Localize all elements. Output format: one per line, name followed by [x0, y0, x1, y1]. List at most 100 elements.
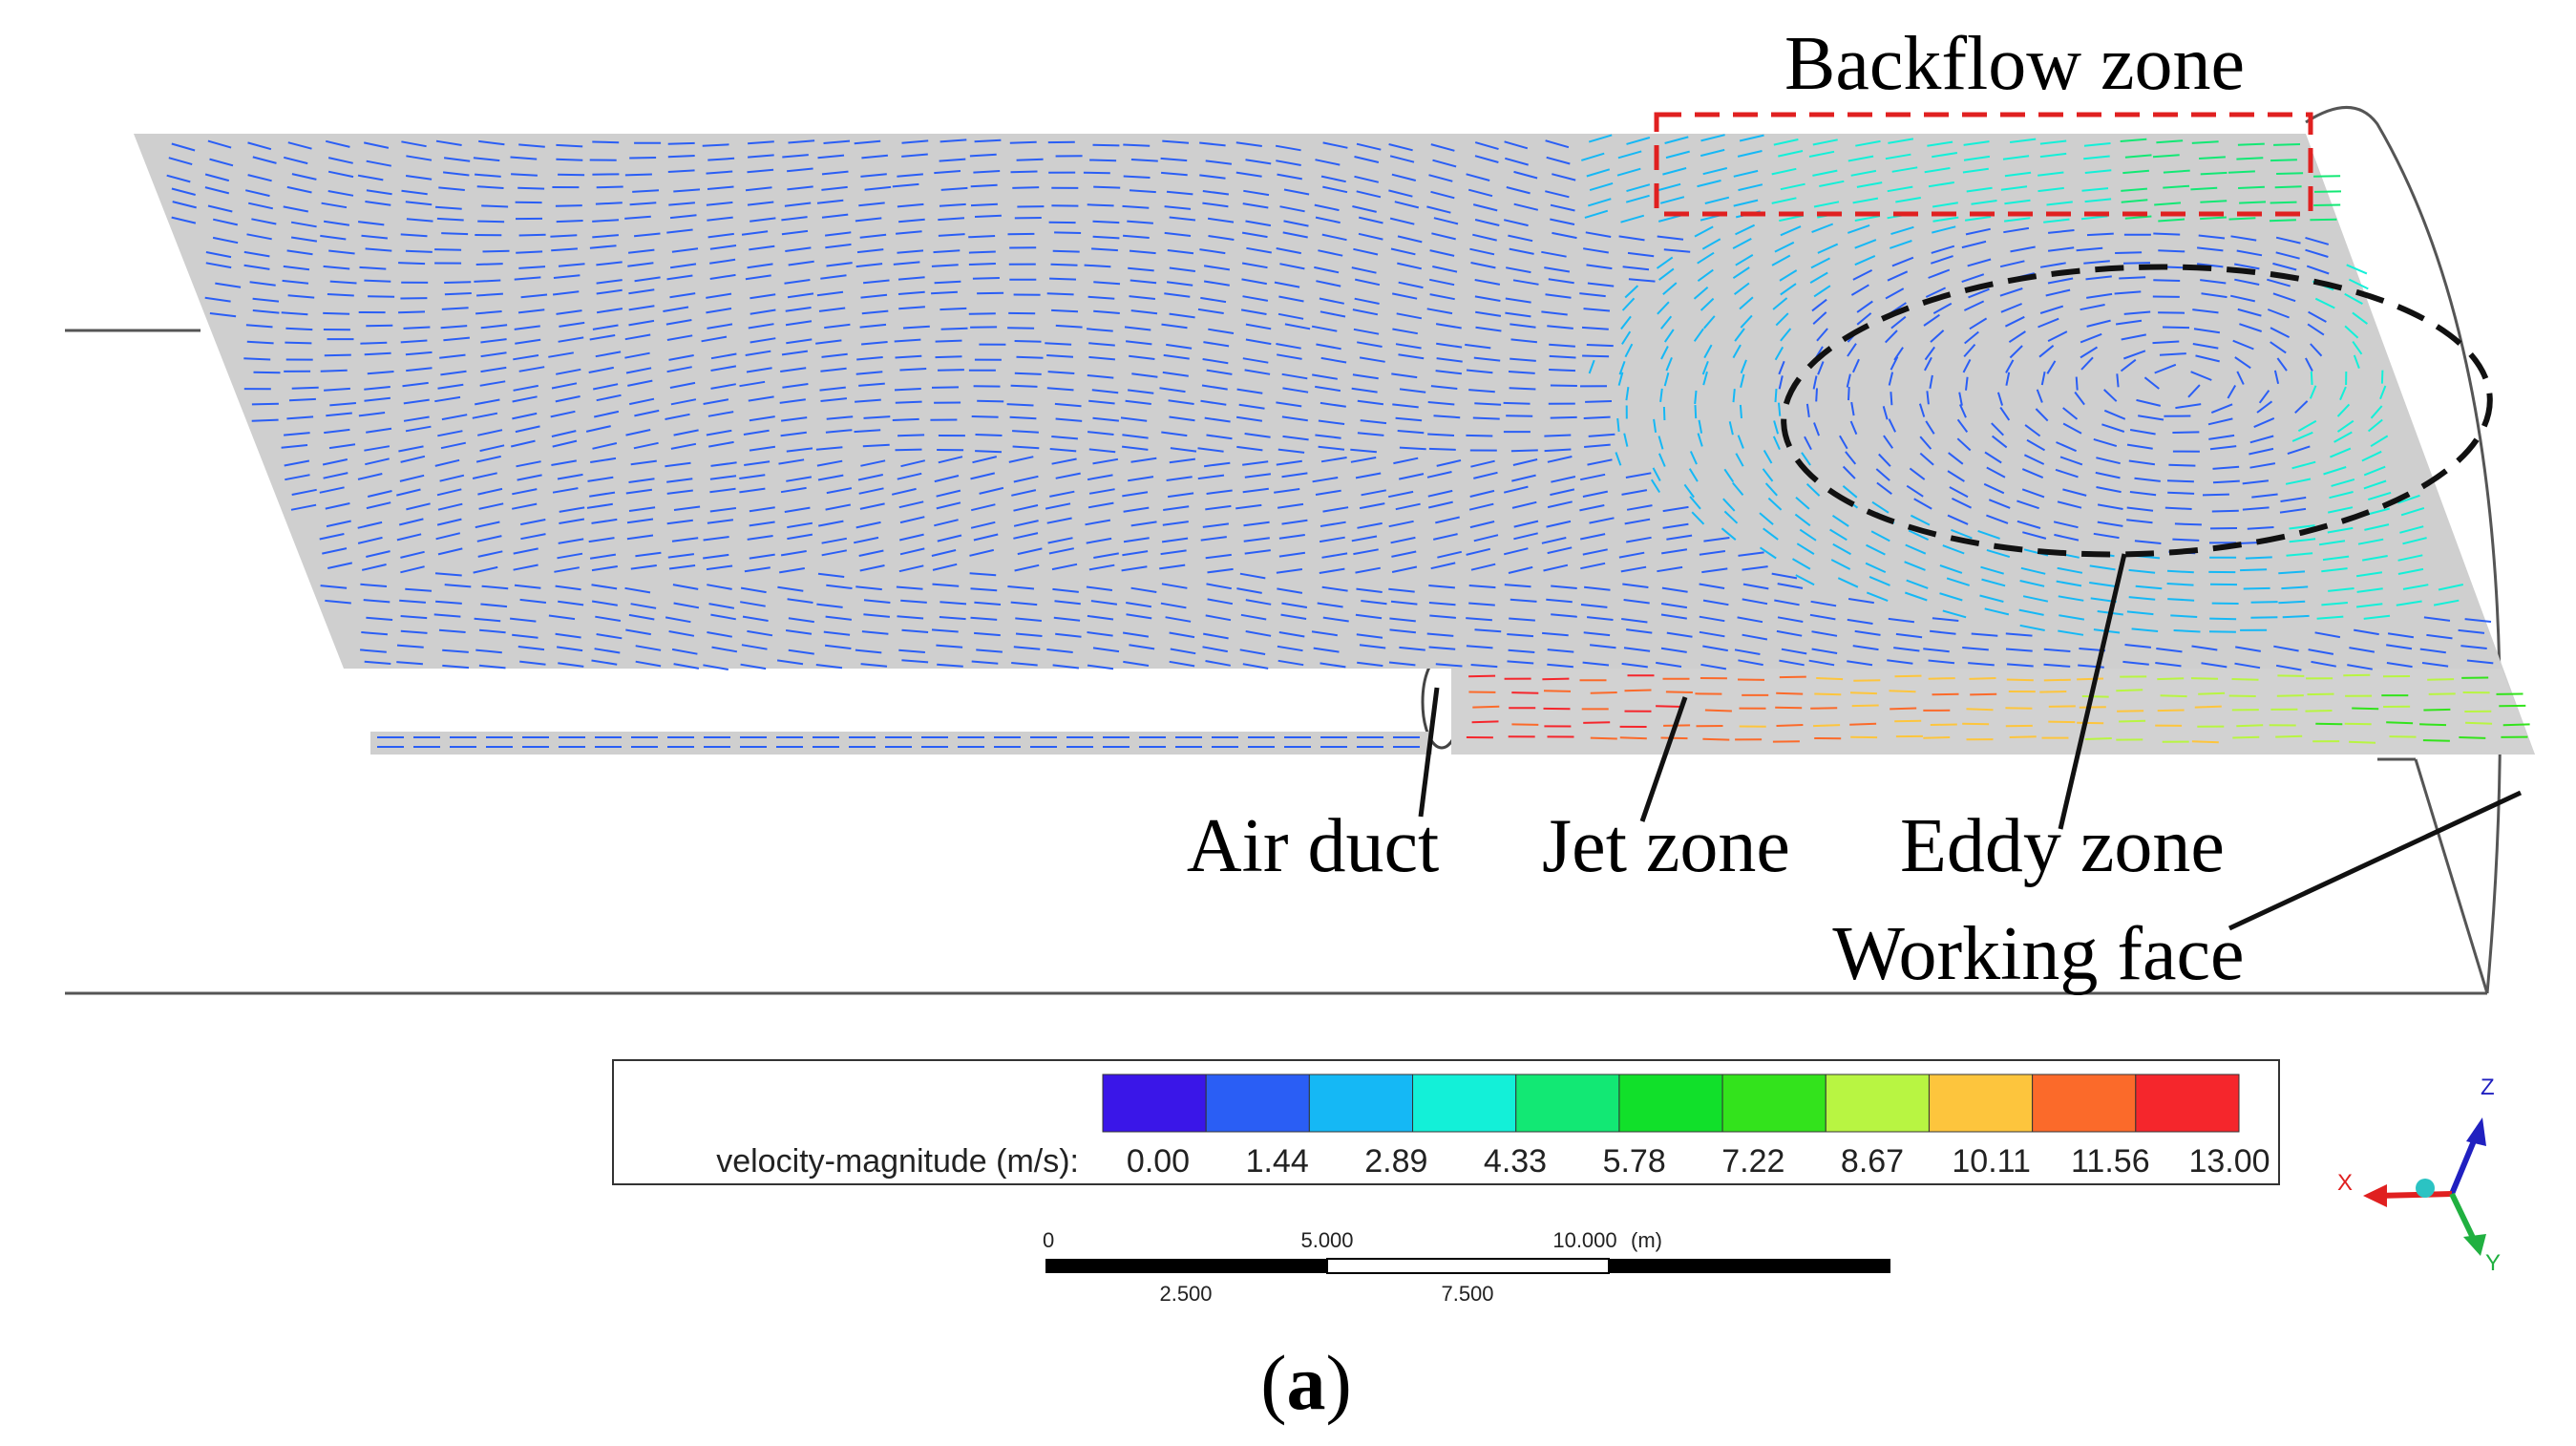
velocity-vector [2077, 679, 2103, 680]
velocity-vector [2386, 722, 2413, 723]
velocity-vector [2238, 144, 2265, 145]
velocity-vector [2203, 495, 2229, 496]
velocity-vector [1123, 145, 1150, 146]
axis-y-label: Y [2485, 1250, 2501, 1276]
velocity-vector [977, 293, 1003, 294]
velocity-vector [398, 263, 425, 264]
velocity-vector [2246, 557, 2272, 558]
velocity-vector [1777, 725, 1804, 726]
velocity-vector [2117, 711, 2143, 712]
velocity-vector [2277, 675, 2304, 676]
velocity-vector [2119, 277, 2145, 278]
velocity-vector [321, 371, 348, 372]
velocity-vector [1472, 707, 1499, 708]
legend-swatch [1516, 1074, 1619, 1132]
velocity-vector [1017, 159, 1044, 160]
velocity-vector [2192, 741, 2219, 742]
velocity-vector [1814, 694, 1841, 695]
velocity-vector [1468, 676, 1495, 677]
velocity-vector [557, 221, 583, 222]
velocity-vector [519, 235, 546, 236]
velocity-vector [1970, 694, 1996, 695]
velocity-vector [940, 308, 966, 309]
velocity-vector [2116, 690, 2143, 691]
legend-swatch [2033, 1074, 2136, 1132]
velocity-vector [2198, 693, 2225, 694]
velocity-vector [2191, 678, 2218, 679]
caption-letter: a [1287, 1339, 1326, 1426]
velocity-vector [289, 399, 316, 400]
velocity-vector [592, 142, 619, 143]
velocity-vector [1967, 709, 1994, 710]
velocity-vector [1093, 222, 1120, 223]
velocity-vector [292, 388, 319, 389]
velocity-vector [1816, 678, 1843, 679]
velocity-vector [1007, 328, 1034, 329]
velocity-vector [445, 293, 472, 294]
velocity-vector [2423, 740, 2450, 741]
backflow-zone-label: Backflow zone [1784, 22, 2245, 106]
velocity-vector [1047, 293, 1074, 294]
velocity-vector [597, 187, 623, 188]
upper-flow-plane [134, 134, 2535, 755]
velocity-vector [2349, 742, 2375, 743]
legend-tick-label: 8.67 [1841, 1143, 1904, 1180]
scale-label-7-5: 7.500 [1441, 1282, 1493, 1306]
velocity-vector [1850, 692, 1877, 693]
velocity-vector [1696, 405, 1697, 418]
velocity-vector [2278, 602, 2305, 603]
velocity-vector [968, 236, 995, 237]
velocity-vector [2232, 737, 2259, 738]
velocity-vector [1542, 679, 1569, 680]
velocity-vector [1511, 724, 1538, 725]
velocity-vector [1051, 310, 1078, 311]
velocity-vector [1012, 187, 1039, 188]
velocity-vector [1848, 387, 1849, 400]
velocity-vector [1734, 389, 1735, 402]
velocity-vector [1087, 204, 1114, 205]
velocity-vector [1741, 405, 1742, 418]
velocity-vector [1932, 694, 1959, 695]
velocity-vector [1695, 391, 1696, 404]
legend-swatch [1103, 1074, 1206, 1132]
velocity-vector [2429, 693, 2456, 694]
axis-z-label: Z [2481, 1074, 2495, 1100]
velocity-vector [2251, 602, 2278, 603]
velocity-vector [2085, 738, 2112, 739]
velocity-vector [1511, 692, 1538, 693]
velocity-vector [2077, 377, 2078, 391]
velocity-vector [365, 353, 391, 354]
legend-tick-label: 4.33 [1484, 1143, 1547, 1180]
scale-label-5: 5.000 [1300, 1228, 1353, 1252]
velocity-vector [976, 435, 1003, 436]
velocity-vector [398, 311, 425, 312]
velocity-vector [2270, 202, 2297, 203]
velocity-vector [2229, 218, 2256, 219]
velocity-vector [2275, 736, 2302, 737]
velocity-vector [1007, 404, 1034, 405]
velocity-vector [1551, 417, 1577, 418]
velocity-vector [558, 175, 584, 176]
velocity-vector [2382, 371, 2383, 384]
velocity-vector [1849, 724, 1876, 725]
velocity-vector [2195, 707, 2222, 708]
velocity-vector [444, 282, 471, 283]
velocity-vector [1583, 722, 1610, 723]
velocity-vector [2161, 695, 2187, 696]
legend-tick-label: 5.78 [1603, 1143, 1666, 1180]
velocity-vector [368, 296, 394, 297]
velocity-vector [1656, 706, 1682, 707]
velocity-vector [2276, 173, 2303, 174]
velocity-vector [896, 402, 922, 403]
velocity-vector [2119, 721, 2145, 722]
velocity-vector [2163, 328, 2189, 329]
velocity-vector [2313, 205, 2340, 206]
velocity-vector [474, 281, 500, 282]
velocity-vector [2308, 694, 2334, 695]
scale-label-0: 0 [1043, 1228, 1054, 1252]
velocity-vector [1591, 692, 1617, 693]
axis-x-label: X [2337, 1170, 2353, 1196]
axis-triad: Z X Y [2337, 1074, 2501, 1276]
velocity-vector [252, 404, 279, 405]
legend-tick-label: 1.44 [1246, 1143, 1309, 1180]
